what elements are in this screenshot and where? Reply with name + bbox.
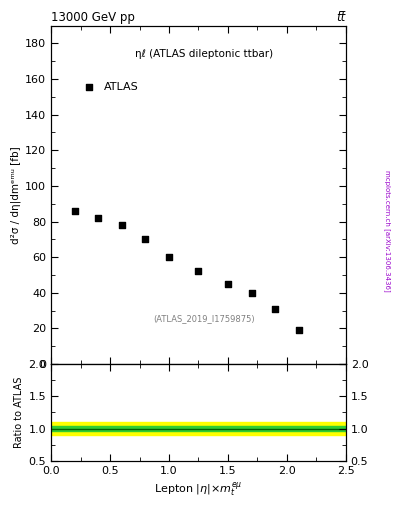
Point [272, 305, 278, 313]
Point [142, 236, 149, 244]
X-axis label: Lepton $|\eta|$$\times$$m_t^{e\mu}$: Lepton $|\eta|$$\times$$m_t^{e\mu}$ [154, 481, 243, 499]
Point [166, 253, 172, 261]
Text: mcplots.cern.ch [arXiv:1306.3436]: mcplots.cern.ch [arXiv:1306.3436] [384, 169, 391, 291]
Point [296, 326, 302, 334]
Point [119, 221, 125, 229]
Text: ηℓ (ATLAS dileptonic ttbar): ηℓ (ATLAS dileptonic ttbar) [135, 49, 274, 59]
Y-axis label: d²σ / dη|dmᵉᵐᵘ [fb]: d²σ / dη|dmᵉᵐᵘ [fb] [11, 146, 21, 244]
Point [63, 358, 70, 367]
Point [248, 289, 255, 297]
Text: ATLAS: ATLAS [104, 81, 139, 92]
Text: tt̅: tt̅ [336, 11, 346, 25]
Text: 13000 GeV pp: 13000 GeV pp [51, 11, 135, 25]
Point [95, 214, 101, 222]
Point [72, 207, 78, 215]
Text: (ATLAS_2019_I1759875): (ATLAS_2019_I1759875) [154, 314, 255, 324]
Point [195, 267, 202, 275]
Y-axis label: Ratio to ATLAS: Ratio to ATLAS [14, 377, 24, 448]
Point [225, 280, 231, 288]
